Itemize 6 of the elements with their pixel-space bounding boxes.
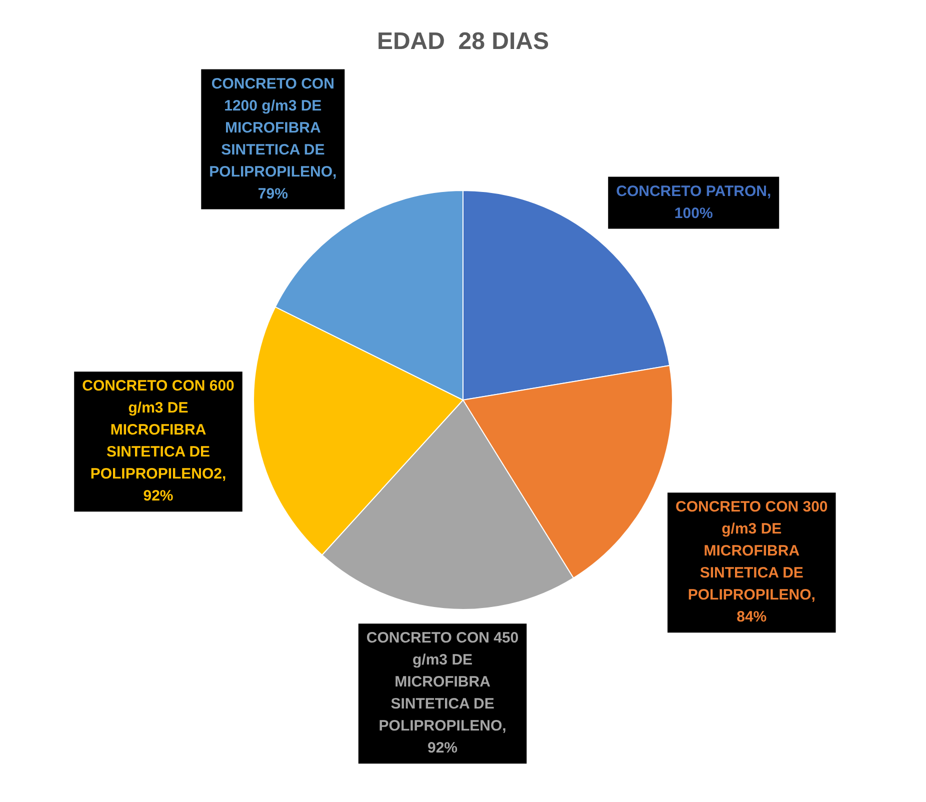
slice-label: CONCRETO CON 600 g/m3 DE MICROFIBRA SINTETICA DE POLIPROPILENO2, 92% bbox=[82, 378, 234, 505]
slice-label: CONCRETO PATRON, 100% bbox=[616, 182, 772, 222]
chart-title: EDAD 28 DIAS bbox=[376, 28, 550, 56]
slice-label: CONCRETO CON 450 g/m3 DE MICROFIBRA SINTETICA DE POLIPROPILENO, 92% bbox=[366, 630, 519, 757]
slice-label: CONCRETO CON 1200 g/m3 DE MICROFIBRA SINTETICA DE POLIPROPILENO, 79% bbox=[209, 75, 337, 202]
slice-label: CONCRETO CON 300 g/m3 DE MICROFIBRA SINTETICA DE POLIPROPILENO, 84% bbox=[676, 498, 828, 626]
